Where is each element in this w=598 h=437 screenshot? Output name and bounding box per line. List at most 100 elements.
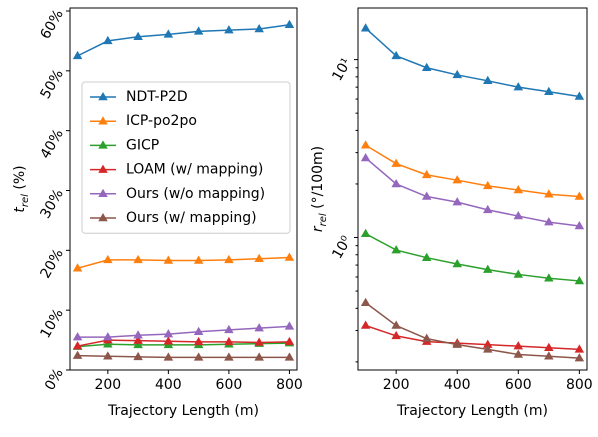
x-tick-label: 400 [155,377,182,393]
x-tick-label: 400 [444,377,471,393]
data-point-ndt-p2d [391,50,401,60]
data-point-icp-po2po [574,191,585,200]
legend-label-ours-w-o-mapping: Ours (w/o mapping) [126,186,265,202]
data-point-ours-w-o-mapping [391,178,401,188]
data-point-ours-w-mapping [360,297,371,306]
data-point-ndt-p2d [284,19,295,29]
series-line-ours-w-o-mapping [77,325,290,338]
data-point-icp-po2po [513,184,524,194]
legend-label-ours-w-mapping: Ours (w/ mapping) [126,210,257,226]
data-point-ndt-p2d [360,23,371,32]
data-point-icp-po2po [284,252,295,261]
data-point-ours-w-o-mapping [421,191,432,200]
series-line-gicp [77,342,290,348]
legend-marker-ours-w-mapping [98,213,108,222]
data-point-ours-w-mapping [421,333,432,342]
y-tick-label: 0% [42,366,67,393]
data-point-icp-po2po [360,140,371,149]
legend: NDT-P2D ICP-po2po GICP LOAM (w/ mapping) Our… [81,81,291,234]
data-point-ndt-p2d [193,26,204,35]
legend-marker-ours-w-o-mapping [98,188,108,198]
data-point-loam-w-mapping [483,339,493,348]
data-point-ndt-p2d [513,82,524,91]
series-line-loam-w-mapping [77,339,290,347]
data-point-ndt-p2d [452,69,462,79]
data-point-ours-w-o-mapping [360,152,371,162]
data-point-gicp [513,269,524,278]
series-line-icp-po2po [365,144,580,198]
y-tick-label: 10% [38,306,67,341]
data-point-ndt-p2d [544,86,554,95]
data-point-icp-po2po [254,253,264,262]
legend-marker-loam-w-mapping [98,164,108,173]
data-point-gicp [103,339,113,348]
y-axis-label-main: t [12,207,28,213]
data-point-gicp [391,245,401,254]
data-point-ndt-p2d [483,75,493,85]
series-line-ours-w-mapping [365,302,580,359]
data-point-ndt-p2d [254,23,264,33]
series-line-ours-w-mapping [77,354,290,359]
data-point-ndt-p2d [421,62,432,71]
x-axis-label: Trajectory Length (m) [107,403,259,419]
series-line-icp-po2po [77,256,290,270]
data-point-icp-po2po [391,158,401,167]
data-point-ours-w-mapping [544,351,554,360]
series-line-gicp [365,233,580,282]
legend-marker-gicp [98,140,108,149]
data-point-ndt-p2d [72,50,83,60]
data-point-ours-w-o-mapping [513,211,524,220]
legend-label-icp-po2po: ICP-po2po [126,113,197,129]
data-point-loam-w-mapping [284,336,295,346]
data-point-loam-w-mapping [574,344,585,353]
right-chart-panel: 200 400 600 800 10⁰ 10¹ Trajectory Length (m) r… [310,7,593,419]
data-point-ours-w-mapping [72,350,83,359]
data-point-loam-w-mapping [163,336,174,345]
y-tick-label: 10⁰ [329,233,355,262]
y-axis-label: rrel (°/100m) [310,146,329,232]
data-point-ours-w-o-mapping [483,204,493,214]
data-point-icp-po2po [133,254,143,264]
data-point-ours-w-o-mapping [254,323,264,332]
y-axis-label-subscript: rel [318,213,329,226]
left-chart-panel: 200 400 600 800 0% 10% 20% 30% 40% 50% 60% Trajecto… [12,7,303,419]
data-point-ours-w-mapping [574,353,585,362]
data-point-ours-w-o-mapping [452,197,462,206]
data-point-ours-w-mapping [224,352,234,361]
data-point-gicp [574,275,585,285]
axes-frame [69,7,298,371]
y-axis-label-unit: (%) [12,165,28,194]
data-point-icp-po2po [72,263,83,272]
data-point-loam-w-mapping [193,336,204,346]
data-point-icp-po2po [103,254,113,264]
data-point-ours-w-o-mapping [193,326,204,335]
data-point-ours-w-mapping [391,320,401,329]
data-point-ndt-p2d [103,35,113,45]
data-point-ours-w-o-mapping [574,221,585,230]
data-point-loam-w-mapping [72,341,83,350]
data-point-ours-w-mapping [483,344,493,353]
legend-label-loam-w-mapping: LOAM (w/ mapping) [126,162,263,178]
legend-marker-icp-po2po [98,116,108,125]
data-point-ndt-p2d [574,91,585,100]
y-axis-label-main: r [310,225,326,232]
x-axis-label: Trajectory Length (m) [396,403,548,419]
data-point-gicp [452,258,462,268]
data-point-ours-w-o-mapping [103,332,113,341]
data-point-ours-w-mapping [254,352,264,361]
data-point-ndt-p2d [163,29,174,38]
data-point-icp-po2po [224,254,234,264]
data-point-loam-w-mapping [544,342,554,352]
data-point-ours-w-mapping [103,351,113,360]
data-point-ours-w-mapping [284,352,295,361]
data-point-icp-po2po [483,180,493,190]
y-axis-label: trel (%) [12,165,31,212]
y-tick-label: 10¹ [329,56,355,84]
data-point-ours-w-o-mapping [544,217,554,226]
data-point-icp-po2po [452,175,462,184]
data-point-ours-w-o-mapping [284,321,295,330]
x-tick-label: 600 [216,377,243,393]
x-tick-label: 600 [505,377,532,393]
data-point-icp-po2po [193,255,204,264]
